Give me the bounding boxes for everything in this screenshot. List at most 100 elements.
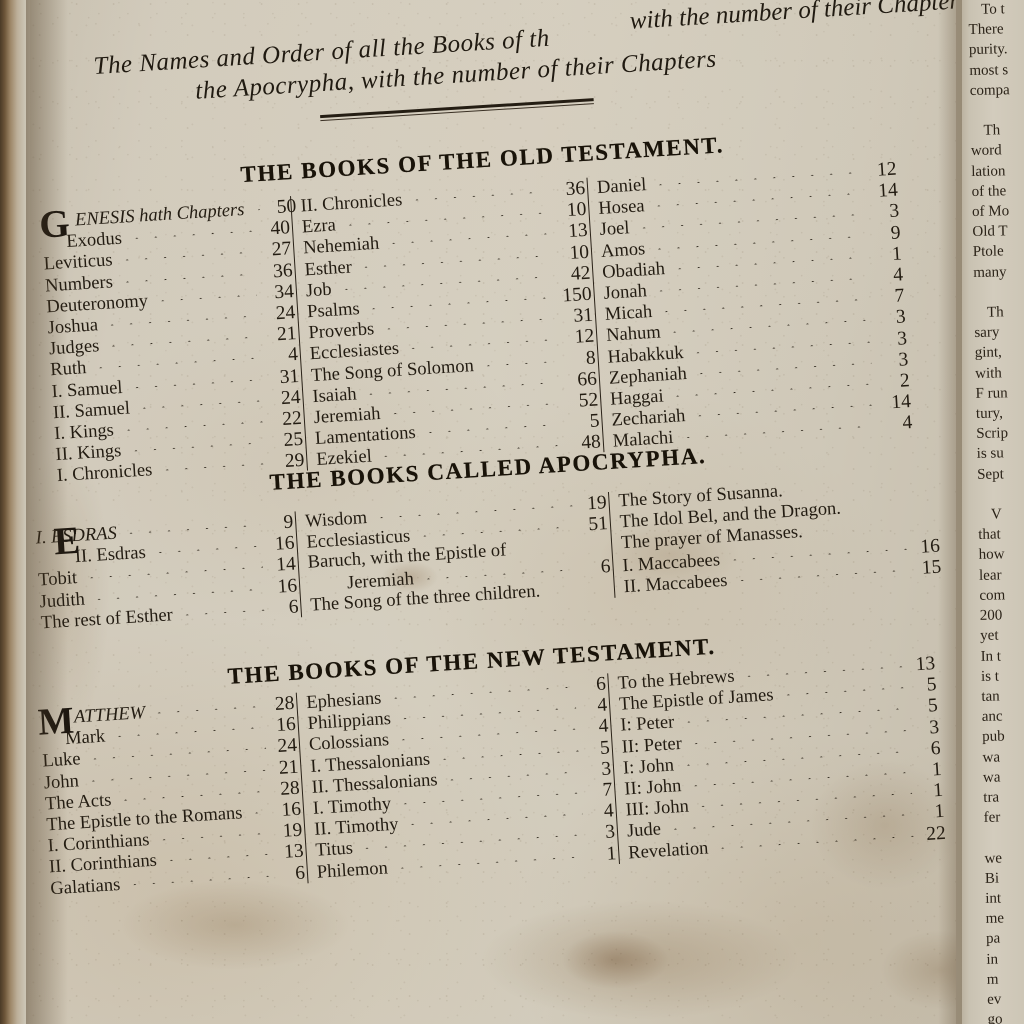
- dot-leader: [135, 400, 264, 409]
- dot-leader: [151, 546, 262, 554]
- book-name: Jonah: [603, 281, 648, 304]
- chapter-count: 3: [888, 200, 900, 223]
- dot-leader: [249, 209, 259, 211]
- chapter-count: 6: [595, 673, 607, 696]
- book-name: Esther: [303, 257, 353, 280]
- dot-leader: [127, 231, 253, 240]
- dot-leader: [404, 339, 553, 349]
- facing-page-line: gint,: [974, 344, 1003, 362]
- chapter-count: 6: [600, 555, 612, 578]
- facing-page-line: Th: [983, 122, 1001, 139]
- chapter-count: 5: [599, 736, 611, 759]
- column-group: ATTHEW 28 Mark 16 Luke 24 John 21 The Acts 28 The …: [37, 653, 947, 899]
- dot-leader: [394, 729, 578, 741]
- chapter-count: 21: [276, 323, 298, 346]
- facing-page-line: word: [970, 142, 1002, 160]
- dot-leader: [692, 362, 872, 374]
- book-binding-gutter: [0, 0, 30, 1024]
- facing-page-line: Scrip: [976, 425, 1009, 443]
- facing-page-line: pa: [985, 930, 1001, 948]
- chapter-count: 1: [934, 801, 946, 823]
- chapter-count: 24: [275, 301, 296, 325]
- dot-leader: [157, 463, 267, 471]
- facing-page-line: tan: [981, 688, 1000, 705]
- chapter-count: 25: [282, 428, 304, 452]
- chapter-count: 22: [925, 822, 947, 845]
- dot-leader: [690, 404, 874, 416]
- chapter-count: 34: [273, 280, 295, 304]
- chapter-count: [911, 529, 939, 531]
- chapter-count: 28: [274, 692, 296, 716]
- chapter-count: 4: [892, 264, 904, 286]
- chapter-count: 3: [896, 327, 908, 350]
- chapter-count: 31: [279, 365, 300, 388]
- chapter-count: 4: [596, 694, 608, 717]
- facing-page-line: m: [986, 971, 999, 988]
- facing-page: To t There purity. most s compa Th word lation…: [956, 0, 1024, 1024]
- chapter-count: 51: [587, 513, 609, 536]
- book-name: Malachi: [612, 428, 674, 452]
- chapter-count: 42: [570, 262, 591, 285]
- book-name: II. Esdras: [74, 542, 147, 568]
- chapter-count: 14: [275, 553, 297, 577]
- book-name: John: [43, 770, 80, 794]
- chapter-count: 19: [282, 819, 303, 842]
- book-table-old-testament: ENESIS hath Chapters 50 Exodus 40 Leviticus 2…: [38, 158, 913, 487]
- facing-page-line: 200: [979, 607, 1003, 624]
- dot-leader: [725, 548, 907, 560]
- dot-leader: [91, 358, 261, 370]
- chapter-count: 27: [271, 238, 292, 261]
- facing-page-line: of the: [971, 183, 1007, 200]
- chapter-count: 13: [567, 220, 589, 243]
- chapter-count: 6: [294, 862, 306, 884]
- book-column: To the Hebrews 13 The Epistle of James 5 I: …: [607, 653, 947, 864]
- facing-page-line: lation: [971, 162, 1006, 180]
- facing-page-line: ev: [987, 991, 1002, 1008]
- chapter-count: 24: [276, 735, 298, 758]
- page-title-fragment-right: with the number of their Chapters: [629, 0, 970, 35]
- chapter-count: 6: [930, 737, 942, 760]
- facing-page-line: V: [990, 506, 1002, 523]
- chapter-count: 13: [283, 840, 305, 864]
- dot-leader: [713, 835, 915, 848]
- dot-leader: [442, 771, 580, 781]
- book-table-new-testament: ATTHEW 28 Mark 16 Luke 24 John 21 The Acts 28 The …: [37, 653, 947, 899]
- chapter-count: [910, 508, 938, 510]
- book-column: The Story of Susanna. The Idol Bel, and t…: [607, 471, 942, 598]
- book-name: Hosea: [597, 196, 646, 220]
- book-name: Judges: [48, 336, 100, 360]
- book-name: Job: [305, 279, 333, 302]
- dot-leader: [154, 833, 271, 841]
- dot-leader: [678, 426, 875, 439]
- dot-leader: [377, 445, 560, 457]
- book-name: Revelation: [627, 838, 709, 863]
- chapter-count: 12: [574, 325, 595, 349]
- facing-page-line: pub: [982, 728, 1005, 746]
- book-name: Jude: [626, 819, 662, 842]
- facing-page-line: that: [978, 526, 1001, 544]
- book-name: Judith: [39, 589, 86, 612]
- chapter-count: 1: [931, 758, 943, 781]
- dot-leader: [119, 421, 265, 431]
- drop-cap-initial: E: [52, 518, 82, 564]
- book-name: III: John: [625, 796, 690, 821]
- facing-page-line: is su: [976, 445, 1004, 463]
- dot-leader: [393, 856, 586, 869]
- book-name: Exodus: [65, 228, 123, 253]
- chapter-count: 7: [893, 285, 906, 307]
- facing-page-line: we: [984, 850, 1003, 867]
- chapter-count: 29: [284, 450, 306, 473]
- facing-page-line: anc: [981, 708, 1003, 725]
- facing-page-line: is t: [980, 668, 1000, 685]
- chapter-count: 2: [899, 370, 911, 392]
- dot-leader: [778, 687, 905, 696]
- chapter-count: [908, 487, 936, 489]
- dot-leader: [435, 750, 579, 760]
- chapter-count: 24: [280, 386, 302, 409]
- chapter-count: 7: [602, 779, 614, 801]
- facing-page-line: [984, 827, 1024, 849]
- facing-page-line: sary: [974, 324, 1000, 342]
- facing-page-text-column: To t There purity. most s compa Th word lation…: [968, 0, 1024, 1024]
